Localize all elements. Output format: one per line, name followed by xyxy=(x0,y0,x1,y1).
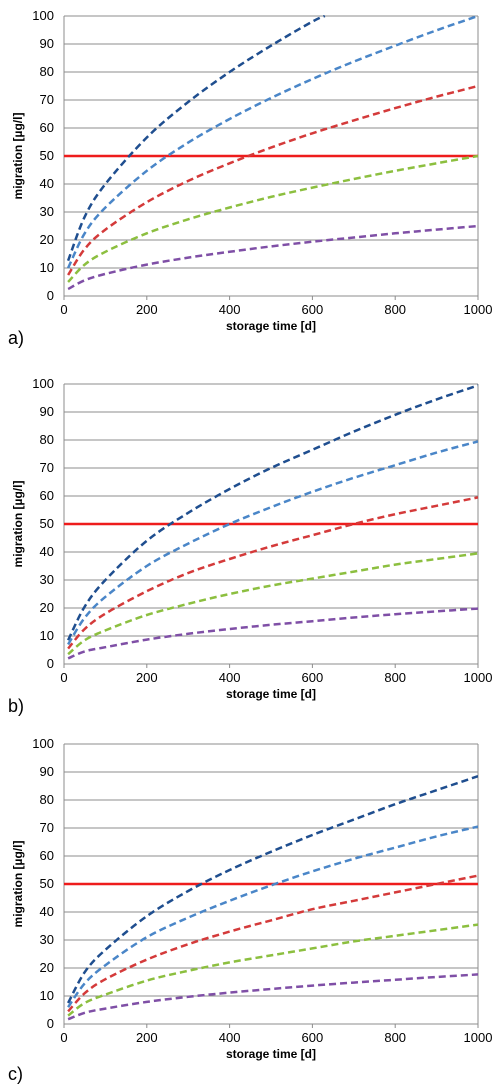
y-tick-label: 70 xyxy=(40,92,54,107)
x-tick-label: 200 xyxy=(136,302,158,317)
x-tick-label: 400 xyxy=(219,302,241,317)
y-tick-label: 30 xyxy=(40,932,54,947)
x-tick-label: 400 xyxy=(219,1030,241,1045)
y-tick-label: 10 xyxy=(40,988,54,1003)
panel-label-b: b) xyxy=(8,696,25,716)
series-line-3 xyxy=(67,923,478,1017)
x-tick-label: 200 xyxy=(136,1030,158,1045)
y-tick-label: 100 xyxy=(32,376,54,391)
x-tick-label: 600 xyxy=(302,1030,324,1045)
series-line-1 xyxy=(67,825,478,1008)
panel-label-c: c) xyxy=(8,1064,23,1084)
series-line-1 xyxy=(66,15,478,269)
series-line-4 xyxy=(67,973,478,1021)
y-tick-label: 70 xyxy=(40,820,54,835)
x-tick-label: 1000 xyxy=(464,670,493,685)
x-axis-title: storage time [d] xyxy=(226,687,316,701)
chart-panel-c: 0 10 20 30 40 50 60 70 80 90 100 0 200 400 600 800 1000 s… xyxy=(0,728,495,1088)
y-tick-label: 0 xyxy=(47,288,54,303)
y-tick-label: 40 xyxy=(40,904,54,919)
y-tick-label: 90 xyxy=(40,36,54,51)
y-tick-label: 80 xyxy=(40,792,54,807)
series-line-0 xyxy=(66,775,478,1004)
y-tick-label: 50 xyxy=(40,516,54,531)
y-tick-label: 90 xyxy=(40,404,54,419)
x-tick-label: 800 xyxy=(384,1030,406,1045)
y-tick-label: 50 xyxy=(40,148,54,163)
y-tick-label: 100 xyxy=(32,8,54,23)
y-tick-label: 0 xyxy=(47,656,54,671)
y-tick-label: 90 xyxy=(40,764,54,779)
x-tick-label: 200 xyxy=(136,670,158,685)
x-tick-label: 800 xyxy=(384,302,406,317)
y-tick-label: 80 xyxy=(40,432,54,447)
y-axis-title: migration [µg/l] xyxy=(11,481,25,568)
x-axis-title: storage time [d] xyxy=(226,319,316,333)
x-tick-label: 800 xyxy=(384,670,406,685)
x-tick-label: 400 xyxy=(219,670,241,685)
series-line-3 xyxy=(67,552,478,656)
y-tick-label: 60 xyxy=(40,488,54,503)
y-tick-label: 60 xyxy=(40,120,54,135)
x-tick-label: 0 xyxy=(60,670,67,685)
x-tick-label: 1000 xyxy=(464,302,493,317)
y-tick-label: 60 xyxy=(40,848,54,863)
y-tick-label: 10 xyxy=(40,260,54,275)
y-tick-label: 40 xyxy=(40,176,54,191)
series-line-0 xyxy=(66,15,326,262)
y-tick-label: 30 xyxy=(40,204,54,219)
chart-panel-a: 0 10 20 30 40 50 60 70 80 90 100 0 200 400 600 800 1000 s… xyxy=(0,0,495,360)
y-tick-label: 70 xyxy=(40,460,54,475)
y-tick-label: 20 xyxy=(40,232,54,247)
series-line-3 xyxy=(67,154,478,283)
y-axis-title: migration [µg/l] xyxy=(11,113,25,200)
x-tick-label: 1000 xyxy=(464,1030,493,1045)
series-line-0 xyxy=(66,384,478,641)
series-line-2 xyxy=(67,84,478,276)
y-axis-title: migration [µg/l] xyxy=(11,841,25,928)
series-line-2 xyxy=(67,496,478,650)
x-axis-title: storage time [d] xyxy=(226,1047,316,1061)
chart-panel-b: 0 10 20 30 40 50 60 70 80 90 100 0 200 400 600 800 1000 s… xyxy=(0,368,495,728)
series-line-4 xyxy=(67,224,478,291)
y-tick-label: 80 xyxy=(40,64,54,79)
series-line-1 xyxy=(67,440,478,646)
panel-label-a: a) xyxy=(8,328,25,348)
y-tick-label: 20 xyxy=(40,960,54,975)
y-tick-label: 30 xyxy=(40,572,54,587)
y-tick-label: 40 xyxy=(40,544,54,559)
x-tick-label: 0 xyxy=(60,302,67,317)
y-tick-label: 0 xyxy=(47,1016,54,1031)
y-tick-label: 20 xyxy=(40,600,54,615)
x-tick-label: 600 xyxy=(302,302,324,317)
y-tick-label: 100 xyxy=(32,736,54,751)
x-tick-label: 0 xyxy=(60,1030,67,1045)
series-line-4 xyxy=(67,607,478,660)
y-tick-label: 10 xyxy=(40,628,54,643)
y-tick-label: 50 xyxy=(40,876,54,891)
x-tick-label: 600 xyxy=(302,670,324,685)
series-line-2 xyxy=(67,874,478,1013)
